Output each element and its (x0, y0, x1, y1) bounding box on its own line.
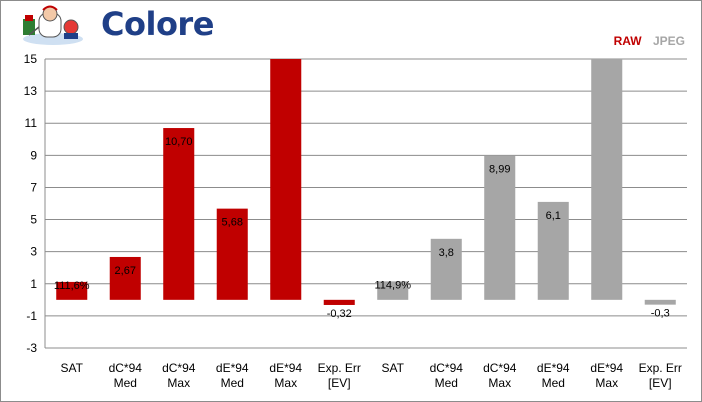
x-tick-label: SAT (382, 361, 405, 375)
y-tick-label: -1 (26, 309, 37, 323)
legend: RAW JPEG (606, 34, 685, 48)
bar-1 (56, 281, 88, 300)
data-label: 2,67 (115, 265, 136, 277)
x-tick-label: SAT (61, 361, 84, 375)
x-tick-label-line2: Max (488, 376, 511, 390)
x-tick-label: dE*94 (537, 361, 570, 375)
x-tick-label: dE*94 (590, 361, 623, 375)
y-tick-label: 15 (24, 52, 38, 66)
x-tick-label: dE*94 (269, 361, 302, 375)
x-tick-label-line2: Max (274, 376, 297, 390)
x-tick-label: dC*94 (483, 361, 517, 375)
data-label: 114,9% (375, 279, 412, 291)
x-tick-label-line2: Max (595, 376, 618, 390)
x-tick-label-line2: Med (114, 376, 137, 390)
data-label: 111,6% (54, 280, 90, 292)
x-tick-label: Exp. Err (639, 361, 682, 375)
x-tick-label-line2: Max (167, 376, 190, 390)
data-label: 6,1 (546, 210, 561, 222)
bar-8 (430, 238, 462, 300)
bar-12 (644, 299, 676, 305)
bar-6 (323, 299, 355, 305)
bar-3 (163, 128, 195, 300)
x-tick-label: dC*94 (162, 361, 196, 375)
x-tick-label: dC*94 (430, 361, 464, 375)
y-tick-label: 3 (30, 245, 37, 259)
chart-title: Colore (101, 5, 214, 43)
y-tick-label: 7 (30, 180, 37, 194)
legend-item-jpeg: JPEG (652, 34, 685, 48)
legend-item-raw: RAW (613, 34, 642, 48)
data-label: 3,8 (439, 247, 454, 259)
bar-2 (109, 256, 141, 300)
x-tick-label-line2: [EV] (328, 376, 351, 390)
bar-5 (270, 59, 302, 300)
y-tick-label: 11 (25, 116, 38, 130)
data-label: -0,3 (651, 308, 670, 320)
y-tick-label: 5 (30, 213, 37, 227)
data-label: -0,32 (327, 308, 352, 320)
y-tick-label: 9 (30, 148, 37, 162)
bar-11 (591, 59, 623, 300)
data-label: 8,99 (489, 163, 510, 175)
y-tick-label: -3 (26, 341, 37, 355)
x-tick-label-line2: Med (542, 376, 565, 390)
data-label: 5,68 (222, 217, 243, 229)
data-label: 10,70 (165, 136, 193, 148)
x-tick-label: Exp. Err (318, 361, 361, 375)
x-tick-label-line2: [EV] (649, 376, 672, 390)
mascot-logo-icon (23, 5, 83, 45)
y-tick-label: 1 (30, 277, 37, 291)
y-tick-label: 13 (24, 84, 38, 98)
x-tick-label-line2: Med (221, 376, 244, 390)
x-tick-label-line2: Med (435, 376, 458, 390)
bar-10 (537, 201, 569, 300)
bar-7 (377, 281, 409, 300)
bar-4 (216, 208, 248, 300)
x-tick-label: dC*94 (109, 361, 143, 375)
bar-9 (484, 155, 516, 300)
x-tick-label: dE*94 (216, 361, 249, 375)
